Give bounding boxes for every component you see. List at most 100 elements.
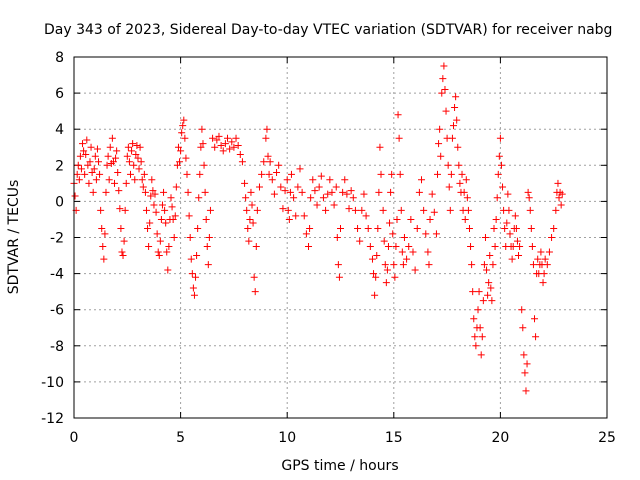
data-point — [558, 190, 566, 198]
data-point — [162, 219, 170, 227]
data-point — [228, 138, 236, 146]
data-point — [93, 145, 101, 153]
data-point — [167, 194, 175, 202]
data-point — [358, 206, 366, 214]
data-point — [277, 183, 285, 191]
data-point — [508, 255, 516, 263]
data-point — [328, 188, 336, 196]
data-point — [149, 187, 157, 195]
data-point — [477, 351, 485, 359]
data-point — [181, 134, 189, 142]
data-point — [311, 187, 319, 195]
data-point — [309, 176, 317, 184]
data-point — [354, 224, 362, 232]
data-point — [170, 234, 178, 241]
data-point — [73, 170, 81, 178]
data-point — [449, 122, 457, 130]
data-point — [249, 219, 257, 227]
data-point — [452, 93, 460, 101]
data-point — [89, 188, 97, 196]
data-point — [330, 201, 338, 209]
data-point — [481, 234, 489, 241]
data-point — [313, 201, 321, 209]
data-point — [142, 206, 150, 214]
data-point — [80, 147, 88, 155]
data-point — [448, 134, 456, 142]
data-point — [453, 116, 461, 124]
data-point — [180, 116, 188, 124]
data-point — [150, 201, 158, 209]
y-tick-label: 0 — [55, 194, 64, 210]
data-point — [285, 215, 293, 223]
data-point — [489, 261, 497, 269]
data-point — [463, 194, 471, 202]
x-tick-label: 15 — [385, 430, 403, 446]
data-point — [426, 215, 434, 223]
data-point — [366, 243, 374, 251]
data-point — [242, 194, 250, 202]
data-point — [84, 161, 92, 169]
data-point — [86, 158, 94, 166]
data-point — [75, 176, 83, 184]
data-point — [96, 170, 104, 178]
y-tick-label: 6 — [55, 86, 64, 102]
data-point — [79, 140, 87, 148]
data-point — [97, 206, 105, 214]
data-point — [333, 234, 341, 241]
data-point — [521, 369, 529, 377]
data-point — [179, 122, 187, 130]
data-point — [103, 161, 111, 169]
data-point — [236, 150, 244, 158]
data-point — [531, 315, 539, 323]
data-point — [397, 206, 405, 214]
data-point — [506, 230, 514, 238]
data-point — [528, 243, 536, 251]
data-point — [349, 194, 357, 202]
data-point — [144, 224, 152, 232]
data-point — [113, 147, 121, 155]
data-point — [165, 243, 173, 251]
data-point — [283, 176, 291, 184]
data-point — [381, 261, 389, 269]
data-point — [445, 183, 453, 191]
data-point — [176, 158, 184, 166]
data-point — [513, 237, 521, 245]
data-point — [469, 288, 477, 296]
data-point — [493, 194, 501, 202]
data-point — [296, 165, 304, 173]
data-point — [468, 261, 476, 269]
data-point — [456, 179, 464, 187]
y-tick-label: -4 — [50, 267, 64, 283]
data-point — [147, 192, 155, 200]
data-point — [99, 243, 107, 251]
data-point — [232, 134, 240, 142]
data-point — [213, 136, 221, 144]
data-point — [136, 143, 144, 151]
data-point — [158, 201, 166, 209]
data-point — [125, 158, 133, 166]
data-point — [447, 170, 455, 178]
data-point — [302, 230, 310, 238]
data-point — [390, 261, 398, 269]
data-point — [209, 134, 217, 142]
data-point — [262, 134, 270, 142]
data-point — [194, 224, 202, 232]
grid-lines — [74, 57, 607, 418]
data-point — [434, 170, 442, 178]
data-point — [492, 215, 500, 223]
data-point — [526, 206, 534, 214]
data-point — [248, 201, 256, 209]
data-point — [112, 154, 120, 162]
data-point — [139, 183, 147, 191]
data-point — [182, 154, 190, 162]
data-point — [454, 143, 462, 151]
data-point — [545, 248, 553, 256]
data-point — [379, 206, 387, 214]
data-point — [124, 143, 132, 151]
data-point — [252, 243, 260, 251]
data-point — [253, 206, 261, 214]
data-point — [270, 190, 278, 198]
data-point — [356, 237, 364, 245]
data-point — [436, 125, 444, 133]
data-point — [437, 152, 445, 160]
